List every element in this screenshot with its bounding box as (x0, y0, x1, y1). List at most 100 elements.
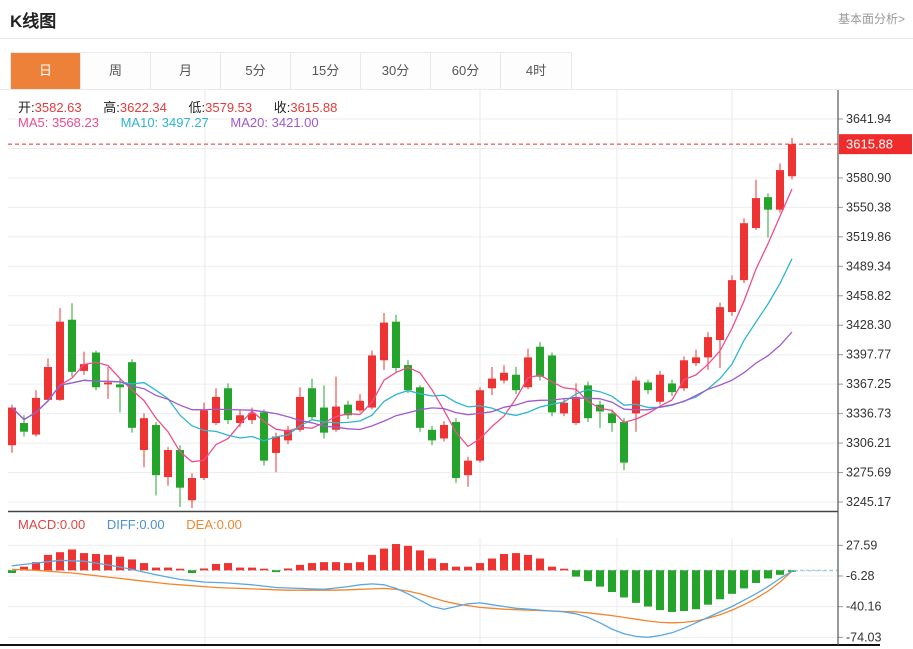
macd-bar (716, 570, 724, 600)
macd-bar (452, 566, 460, 571)
macd-bar (56, 552, 64, 571)
candle (680, 356, 688, 392)
macd-tick-label: -74.03 (846, 630, 881, 644)
candle (308, 378, 316, 421)
tab-month[interactable]: 月 (151, 53, 221, 89)
tab-4hour[interactable]: 4时 (501, 53, 571, 89)
open-label: 开: (18, 100, 35, 115)
candle (68, 303, 76, 377)
candle (44, 358, 52, 402)
candle (404, 360, 412, 394)
macd-bar (152, 567, 160, 571)
macd-bar (344, 563, 352, 571)
macd-tick-label: 27.59 (846, 538, 877, 552)
candle (164, 447, 172, 486)
tab-60min[interactable]: 60分 (431, 53, 501, 89)
macd-bar (500, 554, 508, 571)
macd-value-info: MACD:0.00 (18, 517, 86, 532)
macd-tick-label: -40.16 (846, 600, 881, 614)
price-tick-label: 3367.25 (846, 377, 891, 391)
candle (296, 387, 304, 432)
candle (452, 418, 460, 483)
candle (512, 367, 520, 395)
macd-bar (8, 570, 16, 574)
fundamental-analysis-link[interactable]: 基本面分析> (837, 12, 905, 26)
low-value: 3579.53 (205, 100, 253, 115)
price-tick-label: 3519.86 (846, 230, 891, 244)
price-tick-label: 3275.69 (846, 466, 891, 480)
candle (380, 312, 388, 370)
candle (104, 367, 112, 399)
close-value: 3615.88 (290, 100, 338, 115)
macd-bar (140, 563, 148, 571)
tab-30min[interactable]: 30分 (361, 53, 431, 89)
candle (140, 413, 148, 468)
price-tick-label: 3336.73 (846, 407, 891, 421)
price-tick-label: 3550.38 (846, 200, 891, 214)
macd-bar (488, 558, 496, 571)
price-tick-label: 3245.17 (846, 495, 891, 509)
macd-bar (656, 570, 664, 611)
macd-bar (356, 562, 364, 571)
macd-bar (260, 568, 268, 571)
price-tick-label: 3397.77 (846, 348, 891, 362)
macd-bar (296, 564, 304, 571)
candle (572, 383, 580, 425)
macd-axis (838, 544, 843, 638)
macd-bar (608, 570, 616, 593)
candle (260, 409, 268, 466)
ma-info: MA5: 3568.23 MA10: 3497.27 MA20: 3421.00 (18, 115, 337, 130)
macd-bar (332, 562, 340, 571)
ma20-info: MA20: 3421.00 (230, 115, 319, 130)
macd-bar (668, 570, 676, 612)
open-value: 3582.63 (34, 100, 82, 115)
macd-bar (704, 570, 712, 605)
candle (92, 350, 100, 391)
candle (500, 365, 508, 384)
candle (464, 456, 472, 487)
macd-bar (392, 544, 400, 571)
price-tick-label: 3458.82 (846, 289, 891, 303)
candle (488, 367, 496, 396)
price-tick-label: 3306.21 (846, 436, 891, 450)
header-divider (0, 38, 913, 39)
diff-line (11, 559, 793, 638)
candle (476, 387, 484, 463)
candle (368, 350, 376, 410)
candles (8, 137, 796, 508)
candle (716, 302, 724, 368)
candle (200, 402, 208, 480)
macd-bar (596, 570, 604, 587)
candle (272, 432, 280, 473)
low-label: 低: (188, 100, 206, 115)
dea-line (11, 568, 793, 624)
macd-bar (644, 570, 652, 607)
macd-bar (380, 548, 388, 571)
price-tick-label: 3489.34 (846, 259, 891, 273)
macd-bar (752, 570, 760, 583)
tab-week[interactable]: 周 (81, 53, 151, 89)
diff-value-info: DIFF:0.00 (106, 517, 165, 532)
candle (596, 400, 604, 428)
candle (212, 388, 220, 425)
price-tick-label: 3580.90 (846, 171, 891, 185)
macd-bar (680, 570, 688, 612)
candle (152, 422, 160, 496)
candle (8, 404, 16, 453)
macd-bar (512, 553, 520, 571)
price-tick-label: 3641.94 (846, 112, 891, 126)
tab-5min[interactable]: 5分 (221, 53, 291, 89)
macd-bar (308, 563, 316, 571)
candle (788, 137, 796, 180)
candle (620, 418, 628, 471)
macd-info: MACD:0.00 DIFF:0.00 DEA:0.00 (18, 517, 260, 532)
macd-bar (68, 549, 76, 571)
candle (776, 163, 784, 213)
high-value: 3622.34 (119, 100, 167, 115)
macd-bar (32, 562, 40, 571)
candle (740, 218, 748, 284)
tab-15min[interactable]: 15分 (291, 53, 361, 89)
macd-bar (284, 568, 292, 571)
tab-day[interactable]: 日 (11, 53, 81, 89)
